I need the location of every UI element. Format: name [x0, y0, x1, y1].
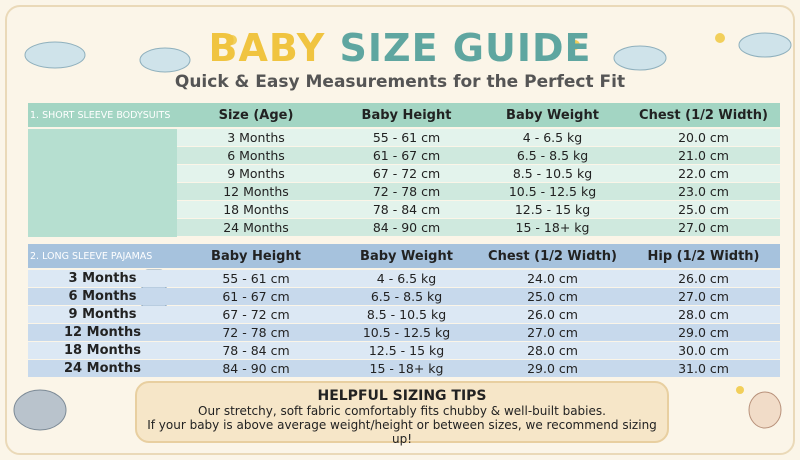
cell: 61 - 67 cm — [222, 289, 290, 304]
cell: 72 - 78 cm — [222, 325, 290, 340]
cell: 55 - 61 cm — [222, 271, 290, 286]
row-bg — [177, 147, 780, 164]
cell: 25.0 cm — [527, 289, 578, 304]
cell: 4 - 6.5 kg — [376, 271, 437, 286]
cell: 25.0 cm — [678, 202, 729, 217]
column-header: Hip (1/2 Width) — [647, 248, 760, 264]
cell: 26.0 cm — [527, 307, 578, 322]
cell: 12.5 - 15 kg — [368, 343, 445, 358]
cell: 18 Months — [223, 202, 289, 217]
cell: 84 - 90 cm — [372, 220, 441, 235]
column-header: Baby Weight — [506, 107, 599, 123]
header-row — [28, 244, 780, 268]
tips-title: HELPFUL SIZING TIPS — [317, 388, 487, 404]
cell: 67 - 72 cm — [372, 166, 441, 181]
column-header: Baby Height — [211, 248, 301, 264]
cell: 6 Months — [68, 289, 137, 304]
label-panel — [28, 129, 177, 237]
title-part: BABY — [208, 26, 326, 70]
cell: 24 Months — [223, 220, 289, 235]
cell: 9 Months — [227, 166, 285, 181]
cell: 78 - 84 cm — [372, 202, 441, 217]
row-bg — [28, 324, 780, 341]
cell: 24.0 cm — [527, 271, 578, 286]
row-bg — [177, 219, 780, 236]
cell: 72 - 78 cm — [372, 184, 441, 199]
row-bg — [28, 288, 780, 305]
cell: 12.5 - 15 kg — [514, 202, 591, 217]
title-part: SIZE GUIDE — [339, 26, 592, 70]
cell: 15 - 18+ kg — [515, 220, 590, 235]
row-bg — [28, 360, 780, 377]
tips-box: HELPFUL SIZING TIPS Our stretchy, soft f… — [135, 381, 669, 446]
title: BABY SIZE GUIDE — [0, 26, 800, 70]
row-bg — [177, 201, 780, 218]
cell: 61 - 67 cm — [372, 148, 441, 163]
cell: 78 - 84 cm — [222, 343, 290, 358]
column-header: Chest (1/2 Width) — [639, 107, 768, 123]
cell: 29.0 cm — [678, 325, 729, 340]
cell: 10.5 - 12.5 kg — [508, 184, 597, 199]
cell: 9 Months — [68, 307, 137, 322]
row-bg — [28, 270, 780, 287]
cell: 6.5 - 8.5 kg — [516, 148, 589, 163]
cell: 4 - 6.5 kg — [522, 130, 583, 145]
cell: 84 - 90 cm — [222, 361, 290, 376]
cell: 24 Months — [64, 361, 141, 376]
cell: 10.5 - 12.5 kg — [362, 325, 451, 340]
cell: 27.0 cm — [678, 289, 729, 304]
row-bg — [28, 342, 780, 359]
subtitle: Quick & Easy Measurements for the Perfec… — [174, 72, 626, 92]
row-bg — [177, 129, 780, 146]
cell: 55 - 61 cm — [372, 130, 441, 145]
section-label: 2. LONG SLEEVE PAJAMAS — [30, 250, 153, 262]
section-label: 1. SHORT SLEEVE BODYSUITS — [30, 109, 171, 121]
tips-line: If your baby is above average weight/hei… — [147, 418, 657, 446]
column-header: Baby Weight — [360, 248, 453, 264]
cell: 67 - 72 cm — [222, 307, 290, 322]
cell: 21.0 cm — [678, 148, 729, 163]
cell: 22.0 cm — [678, 166, 729, 181]
row-bg — [177, 165, 780, 182]
cell: 31.0 cm — [678, 361, 729, 376]
cell: 27.0 cm — [678, 220, 729, 235]
tips-line: Our stretchy, soft fabric comfortably fi… — [198, 404, 606, 418]
header-row — [28, 103, 780, 127]
cell: 26.0 cm — [678, 271, 729, 286]
cell: 23.0 cm — [678, 184, 729, 199]
cell: 29.0 cm — [527, 361, 578, 376]
cell: 3 Months — [227, 130, 285, 145]
row-bg — [28, 306, 780, 323]
cell: 8.5 - 10.5 kg — [366, 307, 447, 322]
cell: 6 Months — [227, 148, 285, 163]
cell: 8.5 - 10.5 kg — [512, 166, 593, 181]
cell: 12 Months — [223, 184, 289, 199]
cell: 12 Months — [64, 325, 141, 340]
column-header: Chest (1/2 Width) — [488, 248, 617, 264]
cell: 6.5 - 8.5 kg — [370, 289, 443, 304]
cell: 27.0 cm — [527, 325, 578, 340]
row-bg — [177, 183, 780, 200]
cell: 28.0 cm — [678, 307, 729, 322]
cell: 18 Months — [64, 343, 141, 358]
cell: 3 Months — [68, 271, 137, 286]
cell: 28.0 cm — [527, 343, 578, 358]
cell: 30.0 cm — [678, 343, 729, 358]
cell: 20.0 cm — [678, 130, 729, 145]
column-header: Baby Height — [361, 107, 452, 123]
cell: 15 - 18+ kg — [369, 361, 444, 376]
column-header: Size (Age) — [218, 107, 294, 123]
